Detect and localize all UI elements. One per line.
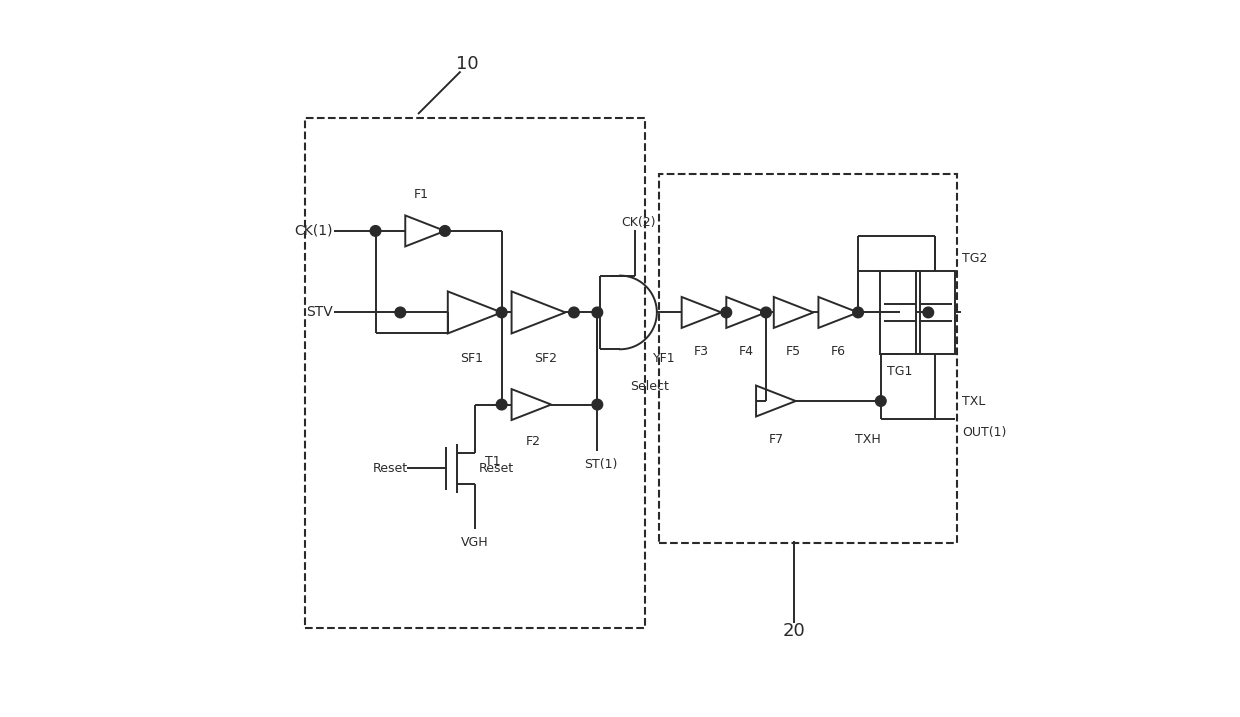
Circle shape [569, 307, 579, 318]
Circle shape [591, 307, 603, 318]
Text: VGH: VGH [461, 536, 489, 549]
Text: F6: F6 [831, 345, 846, 358]
Text: OUT(1): OUT(1) [962, 427, 1007, 440]
Circle shape [371, 226, 381, 237]
Text: SF2: SF2 [534, 352, 557, 365]
Circle shape [875, 396, 887, 407]
Text: Reset: Reset [479, 462, 513, 475]
Circle shape [496, 307, 507, 318]
Text: F3: F3 [694, 345, 709, 358]
Text: CK(2): CK(2) [621, 216, 656, 229]
Circle shape [760, 307, 771, 318]
Text: T1: T1 [485, 455, 501, 467]
Circle shape [440, 226, 450, 237]
Text: 20: 20 [782, 622, 805, 640]
Text: STV: STV [306, 305, 334, 320]
Circle shape [396, 307, 405, 318]
Text: YF1: YF1 [652, 352, 676, 365]
Text: CK(1): CK(1) [294, 224, 334, 238]
Circle shape [853, 307, 863, 318]
Text: SF1: SF1 [460, 352, 482, 365]
Text: F2: F2 [526, 435, 541, 448]
Text: F4: F4 [739, 345, 754, 358]
Circle shape [496, 399, 507, 410]
Text: TXH: TXH [856, 434, 880, 447]
Circle shape [720, 307, 732, 318]
Text: Reset: Reset [372, 462, 408, 475]
Text: ST(1): ST(1) [584, 458, 618, 471]
Text: TG2: TG2 [962, 252, 988, 265]
Text: F1: F1 [414, 188, 429, 201]
Text: F5: F5 [786, 345, 801, 358]
Text: Select: Select [630, 380, 670, 394]
Circle shape [923, 307, 934, 318]
Text: F7: F7 [769, 434, 784, 447]
Circle shape [591, 399, 603, 410]
Text: TG1: TG1 [888, 365, 913, 378]
Text: TXL: TXL [962, 394, 986, 407]
Text: 10: 10 [456, 55, 479, 73]
